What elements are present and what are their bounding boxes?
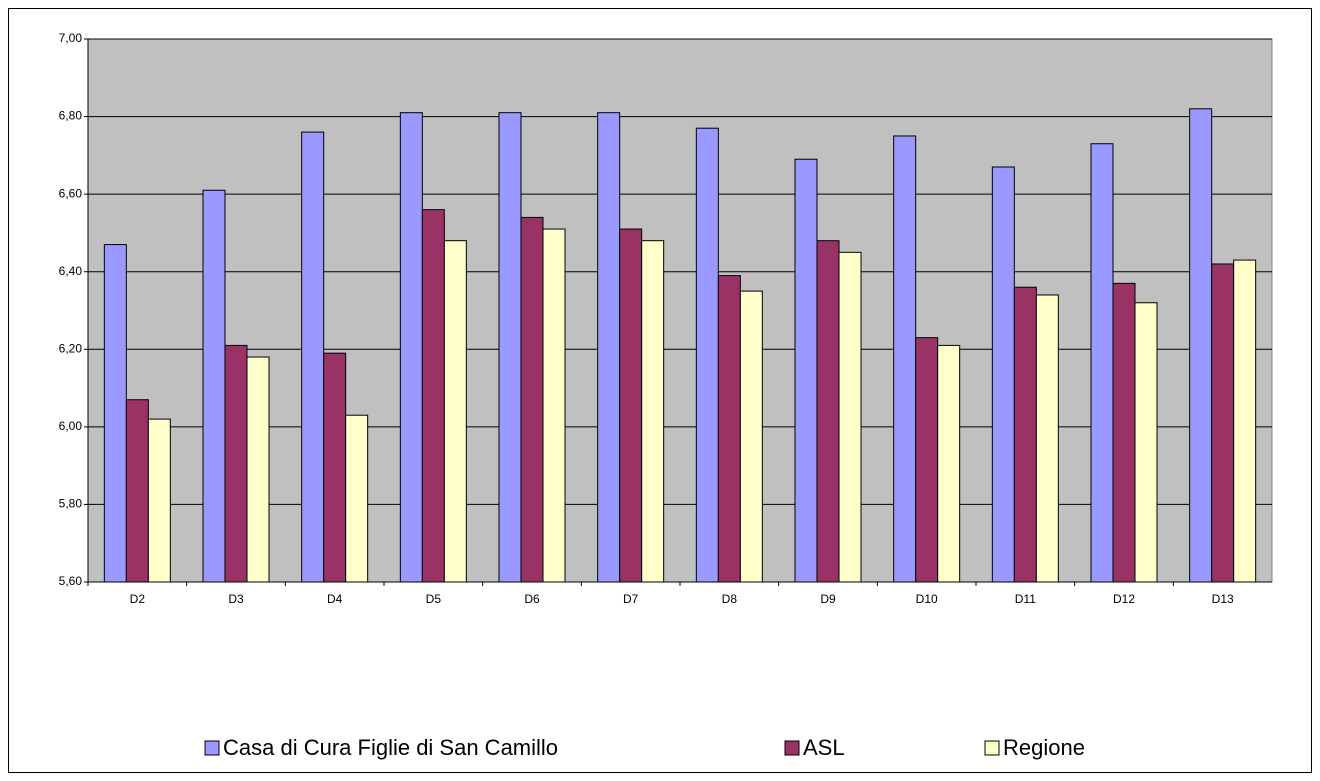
x-tick-label: D6	[524, 592, 540, 606]
bar	[1233, 259, 1257, 583]
legend-label: ASL	[803, 735, 845, 760]
bar	[597, 112, 621, 583]
bar	[1112, 282, 1136, 583]
bar	[399, 112, 423, 583]
y-tick-label: 6,00	[59, 419, 83, 433]
x-tick-label: D7	[623, 592, 639, 606]
bar	[838, 251, 862, 583]
bar	[893, 135, 917, 583]
y-tick-label: 6,40	[59, 264, 83, 278]
bar	[937, 344, 961, 583]
x-tick-label: D8	[722, 592, 738, 606]
bar	[1090, 143, 1114, 583]
x-tick-label: D4	[327, 592, 343, 606]
y-tick-label: 7,00	[59, 31, 83, 45]
y-tick-label: 6,20	[59, 341, 83, 355]
bar	[1189, 108, 1213, 583]
y-tick-label: 5,80	[59, 497, 83, 511]
bar	[301, 131, 325, 583]
bar	[323, 352, 347, 583]
bar	[641, 240, 665, 583]
x-tick-label: D12	[1113, 592, 1135, 606]
bar	[717, 275, 741, 583]
x-tick-label: D5	[426, 592, 442, 606]
bar	[147, 418, 171, 583]
legend-swatch	[984, 740, 1000, 756]
bar	[1013, 286, 1037, 583]
bar	[542, 228, 566, 583]
legend-label: Regione	[1003, 735, 1085, 760]
bar	[246, 356, 270, 583]
bar	[816, 240, 840, 583]
bar	[224, 344, 248, 583]
legend-label: Casa di Cura Figlie di San Camillo	[223, 735, 558, 760]
x-tick-label: D3	[228, 592, 244, 606]
bar	[739, 290, 763, 583]
bar	[794, 158, 818, 583]
bar	[1134, 302, 1158, 583]
bar	[202, 189, 226, 583]
bar	[915, 337, 939, 583]
bar	[695, 127, 719, 583]
x-tick-label: D11	[1015, 592, 1036, 606]
bar	[125, 399, 149, 583]
y-tick-label: 6,60	[59, 186, 83, 200]
bar	[520, 216, 544, 583]
bar	[443, 240, 467, 583]
bar	[991, 166, 1015, 583]
plot-area	[87, 38, 1273, 583]
y-tick-label: 5,60	[59, 574, 83, 588]
bar	[619, 228, 643, 583]
legend-swatch	[784, 740, 800, 756]
bar	[1035, 294, 1059, 583]
bar	[1211, 263, 1235, 583]
bar	[498, 112, 522, 583]
bar	[345, 414, 369, 583]
bar	[421, 209, 445, 583]
legend-swatch	[204, 740, 220, 756]
bar	[103, 244, 127, 583]
y-tick-label: 6,80	[59, 109, 83, 123]
x-tick-label: D13	[1212, 592, 1234, 606]
x-tick-label: D2	[130, 592, 146, 606]
x-tick-label: D9	[820, 592, 836, 606]
x-tick-label: D10	[916, 592, 938, 606]
